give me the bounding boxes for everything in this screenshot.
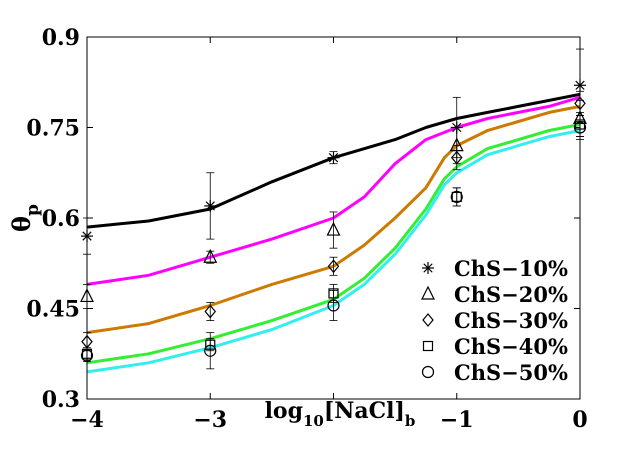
y-axis-label-sub: p: [23, 204, 43, 216]
data-point: [327, 259, 340, 274]
svg-text:θp: θp: [7, 204, 43, 232]
legend-marker: [421, 285, 435, 300]
x-axis-label-sub1: 10: [303, 412, 324, 430]
data-point: [327, 151, 340, 164]
y-tick-label: 0.75: [26, 116, 80, 142]
y-tick-label: 0.3: [42, 387, 80, 413]
legend: ChS−10%ChS−20%ChS−30%ChS−40%ChS−50%: [421, 256, 568, 385]
data-point-shape: [203, 248, 218, 263]
error-bar: [206, 332, 215, 370]
legend-entry-1: ChS−10%: [422, 256, 568, 281]
data-point-shape: [204, 344, 217, 357]
x-tick-label: 0: [572, 407, 587, 433]
legend-marker-shape: [421, 365, 435, 379]
legend-label: ChS−40%: [454, 334, 568, 359]
x-tick-label: −4: [70, 407, 104, 433]
legend-entry-3: ChS−30%: [422, 308, 568, 333]
y-tick-label: 0.45: [26, 297, 80, 323]
data-point: [204, 304, 217, 319]
data-point-shape: [327, 259, 340, 274]
data-point: [326, 221, 341, 236]
data-point-shape: [450, 190, 463, 203]
legend-marker-shape: [421, 285, 435, 300]
series-line-3: [86, 104, 581, 335]
x-axis-label-main: log: [265, 398, 303, 424]
x-axis-label: log10[NaCl]b: [265, 398, 416, 430]
legend-marker-shape: [422, 313, 434, 327]
data-point: [450, 150, 463, 165]
data-point: [203, 248, 218, 263]
legend-label: ChS−20%: [454, 282, 568, 307]
data-point-shape: [450, 150, 463, 165]
y-axis-label-main: θ: [7, 216, 36, 232]
series-line-5: [86, 129, 581, 374]
legend-label: ChS−10%: [454, 256, 568, 281]
legend-entry-5: ChS−50%: [421, 360, 568, 385]
data-point: [204, 199, 217, 212]
y-tick-label: 0.9: [42, 25, 80, 51]
legend-label: ChS−50%: [454, 360, 568, 385]
data-point-shape: [327, 299, 340, 312]
legend-marker-shape: [422, 340, 434, 352]
data-point: [327, 299, 340, 312]
y-axis-label: θp: [7, 204, 43, 232]
error-bar: [329, 211, 338, 249]
data-point-shape: [204, 304, 217, 319]
data-point-shape: [326, 221, 341, 236]
x-axis-label-mid: [NaCl]: [324, 398, 405, 424]
data-point-stroke: [328, 152, 339, 163]
x-tick-label: −3: [193, 407, 227, 433]
series-line-1: [86, 92, 581, 229]
legend-entry-4: ChS−40%: [422, 334, 568, 359]
data-point: [450, 190, 463, 203]
error-bar: [452, 145, 461, 171]
x-tick-label: −1: [440, 407, 474, 433]
legend-marker-stroke: [423, 263, 433, 273]
legend-marker: [421, 365, 435, 379]
legend-marker: [422, 313, 434, 327]
legend-entry-2: ChS−20%: [421, 282, 568, 307]
data-point: [204, 344, 217, 357]
legend-label: ChS−30%: [454, 308, 568, 333]
legend-marker: [422, 340, 434, 352]
legend-marker: [422, 262, 434, 274]
axis-ticks: −4 −3 −1 0 0.3 0.45 0.6 0.75 0.9: [26, 25, 587, 433]
x-axis-label-sub2: b: [405, 412, 416, 430]
error-bar: [329, 289, 338, 321]
data-point-stroke: [205, 201, 215, 211]
series-line-4: [86, 123, 581, 365]
y-tick-label: 0.6: [42, 206, 80, 232]
